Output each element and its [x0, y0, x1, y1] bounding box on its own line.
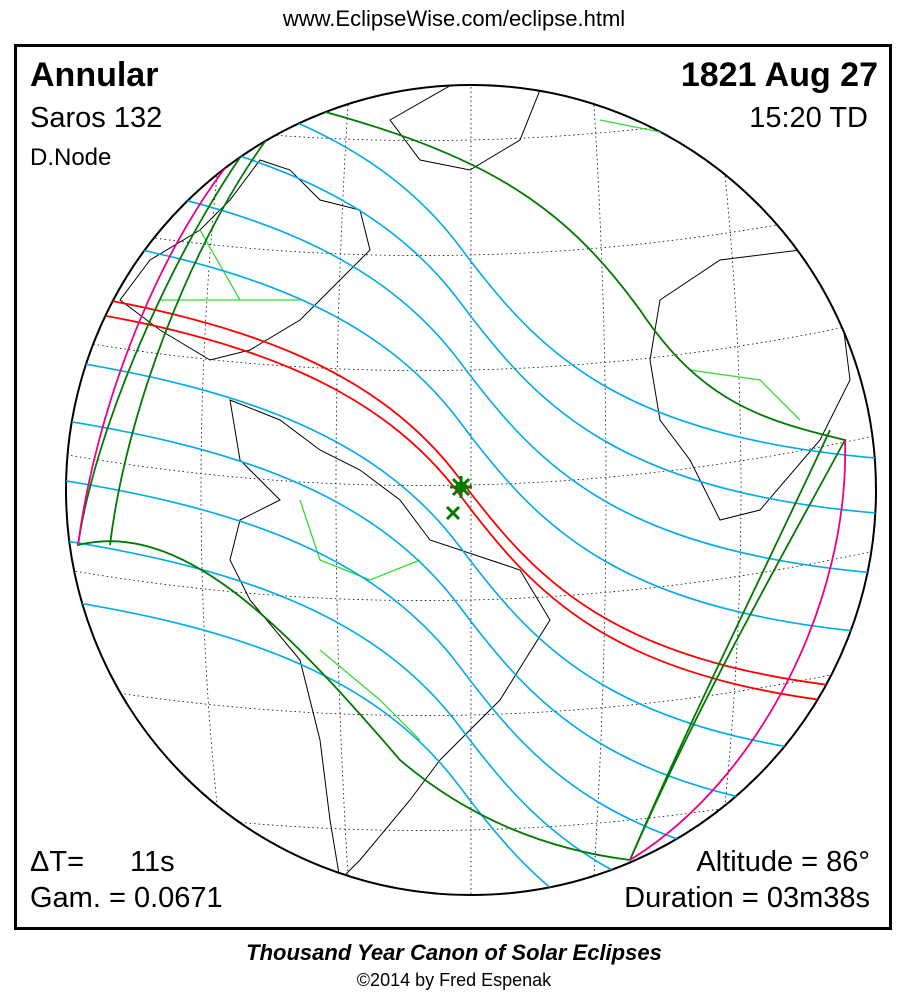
eclipse-time: 15:20 TD: [749, 102, 868, 134]
duration: Duration = 03m38s: [624, 882, 870, 914]
magnitude-line: [66, 599, 876, 895]
map-frame: [14, 44, 892, 930]
parallel: [66, 659, 876, 716]
source-url: www.EclipseWise.com/eclipse.html: [282, 6, 626, 31]
delta-t-label: ΔT=: [30, 846, 85, 878]
parallel: [66, 314, 876, 371]
parallel: [66, 774, 876, 831]
delta-t-value: 11s: [130, 846, 175, 878]
greatest-eclipse-star-icon: [450, 476, 472, 498]
eclipse-type: Annular: [30, 56, 159, 94]
altitude: Altitude = 86°: [696, 846, 870, 878]
eclipse-date: 1821 Aug 27: [680, 56, 878, 94]
gamma: Gam. = 0.0671: [30, 882, 223, 914]
saros: Saros 132: [30, 102, 163, 134]
parallel: [66, 199, 876, 256]
magnitude-line: [66, 234, 876, 636]
node: D.Node: [30, 144, 112, 171]
magnitude-line: [66, 174, 876, 576]
greatest-duration-x-icon: [445, 505, 461, 521]
copyright: ©2014 by Fred Espenak: [356, 970, 552, 990]
globe-outline: [65, 84, 877, 896]
coastlines: [119, 85, 851, 882]
magnitude-line: [66, 539, 876, 895]
canon-title: Thousand Year Canon of Solar Eclipses: [246, 940, 662, 965]
parallel: [66, 544, 876, 601]
parallel: [66, 85, 876, 141]
magnitude-line: [66, 419, 876, 821]
parallel: [66, 429, 876, 486]
